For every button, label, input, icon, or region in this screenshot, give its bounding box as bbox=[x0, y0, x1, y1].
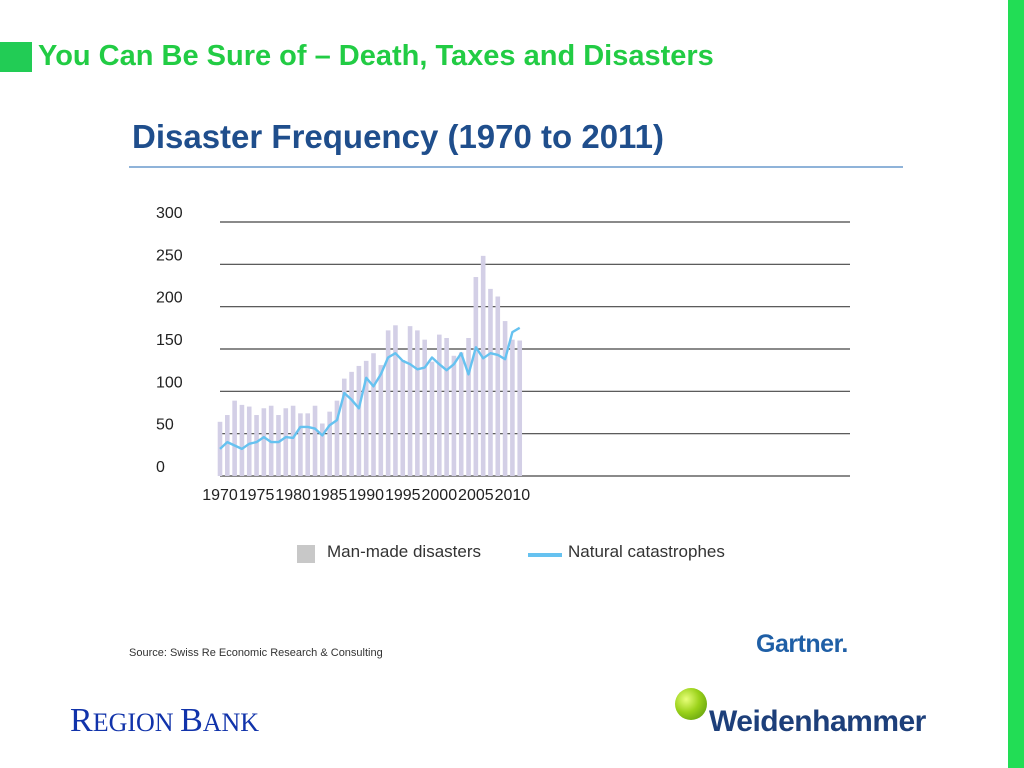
chart-title-rule bbox=[129, 166, 903, 168]
weidenhammer-logo: Weidenhammer bbox=[675, 688, 997, 740]
y-tick-label: 0 bbox=[156, 459, 165, 476]
region-bank-rest-1: EGION bbox=[92, 708, 181, 737]
bar-1991 bbox=[371, 353, 376, 476]
region-bank-logo: REGION BANK bbox=[70, 702, 259, 740]
bar-1970 bbox=[217, 421, 223, 476]
bar-1975 bbox=[254, 415, 259, 476]
bar-2011 bbox=[517, 340, 523, 476]
x-tick-label: 1995 bbox=[385, 487, 421, 504]
bar-2009 bbox=[502, 321, 508, 476]
bar-1994 bbox=[393, 325, 398, 476]
weidenhammer-ball-icon bbox=[675, 688, 707, 720]
bar-1979 bbox=[283, 408, 289, 476]
y-tick-label: 100 bbox=[156, 374, 183, 391]
legend-label-natural: Natural catastrophes bbox=[568, 542, 725, 561]
x-tick-label: 1985 bbox=[312, 487, 348, 504]
bar-2008 bbox=[495, 296, 501, 476]
region-bank-rest-2: ANK bbox=[202, 708, 260, 737]
y-tick-labels: 0 50 100 150 200 250 300 bbox=[156, 205, 183, 476]
bar-1973 bbox=[239, 404, 245, 476]
bar-1989 bbox=[356, 365, 362, 476]
slide-title: You Can Be Sure of – Death, Taxes and Di… bbox=[38, 40, 714, 72]
bar-1987 bbox=[341, 378, 347, 476]
line-series bbox=[219, 326, 521, 451]
gartner-logo: Gartner. bbox=[756, 630, 848, 658]
bar-1974 bbox=[246, 406, 252, 476]
x-tick-label: 2010 bbox=[495, 487, 531, 504]
title-accent-square bbox=[0, 42, 32, 72]
bar-1999 bbox=[429, 361, 435, 476]
bar-2001 bbox=[444, 337, 449, 476]
bar-1971 bbox=[225, 415, 230, 476]
bar-1976 bbox=[261, 408, 267, 476]
region-bank-initial-b: B bbox=[180, 702, 203, 739]
bar-1998 bbox=[422, 339, 427, 476]
bar-1986 bbox=[334, 400, 340, 476]
bar-1981 bbox=[298, 413, 303, 476]
bar-1990 bbox=[363, 360, 369, 476]
bar-2005 bbox=[473, 277, 479, 476]
bar-1993 bbox=[385, 330, 391, 476]
bar-2010 bbox=[510, 339, 515, 476]
legend-label-man-made: Man-made disasters bbox=[327, 542, 482, 561]
bar-1995 bbox=[400, 360, 406, 476]
bar-1997 bbox=[415, 330, 420, 476]
x-tick-label: 1990 bbox=[348, 487, 384, 504]
legend-swatch-man-made bbox=[297, 545, 315, 563]
x-tick-label: 2000 bbox=[422, 487, 458, 504]
source-note: Source: Swiss Re Economic Research & Con… bbox=[129, 647, 383, 659]
y-tick-label: 50 bbox=[156, 417, 174, 434]
x-tick-labels: 1970 1975 1980 1985 1990 1995 2000 2005 2010 bbox=[202, 487, 530, 504]
bar-2003 bbox=[458, 352, 464, 476]
weidenhammer-wordmark: Weidenhammer bbox=[709, 705, 926, 738]
bar-2000 bbox=[437, 334, 442, 476]
bar-2007 bbox=[488, 288, 493, 476]
bar-2006 bbox=[480, 255, 486, 476]
y-tick-label: 200 bbox=[156, 290, 183, 307]
y-tick-label: 300 bbox=[156, 205, 183, 222]
bar-1978 bbox=[276, 415, 281, 476]
bar-1988 bbox=[349, 371, 354, 476]
bar-2002 bbox=[451, 355, 457, 476]
x-tick-label: 2005 bbox=[458, 487, 494, 504]
region-bank-initial-r: R bbox=[70, 702, 93, 739]
bar-1984 bbox=[320, 423, 325, 476]
x-tick-label: 1970 bbox=[202, 487, 238, 504]
bar-1982 bbox=[305, 413, 311, 476]
bar-1985 bbox=[327, 411, 332, 476]
bar-1983 bbox=[312, 405, 318, 476]
y-tick-label: 250 bbox=[156, 247, 183, 264]
line-natural-catastrophes bbox=[219, 326, 521, 451]
bar-1996 bbox=[407, 326, 413, 476]
y-tick-label: 150 bbox=[156, 332, 183, 349]
bar-1992 bbox=[378, 365, 384, 476]
legend-swatch-natural bbox=[528, 553, 562, 557]
x-tick-label: 1975 bbox=[239, 487, 275, 504]
bar-1980 bbox=[290, 405, 296, 476]
disaster-frequency-chart: 0 50 100 150 200 250 300 1970 1975 1980 1985 1990 1… bbox=[156, 205, 850, 504]
bar-1972 bbox=[232, 400, 237, 476]
right-accent-bar bbox=[1008, 0, 1024, 768]
bar-series bbox=[217, 255, 523, 476]
chart-title: Disaster Frequency (1970 to 2011) bbox=[132, 118, 664, 155]
bar-2004 bbox=[466, 337, 471, 476]
x-tick-label: 1980 bbox=[275, 487, 311, 504]
